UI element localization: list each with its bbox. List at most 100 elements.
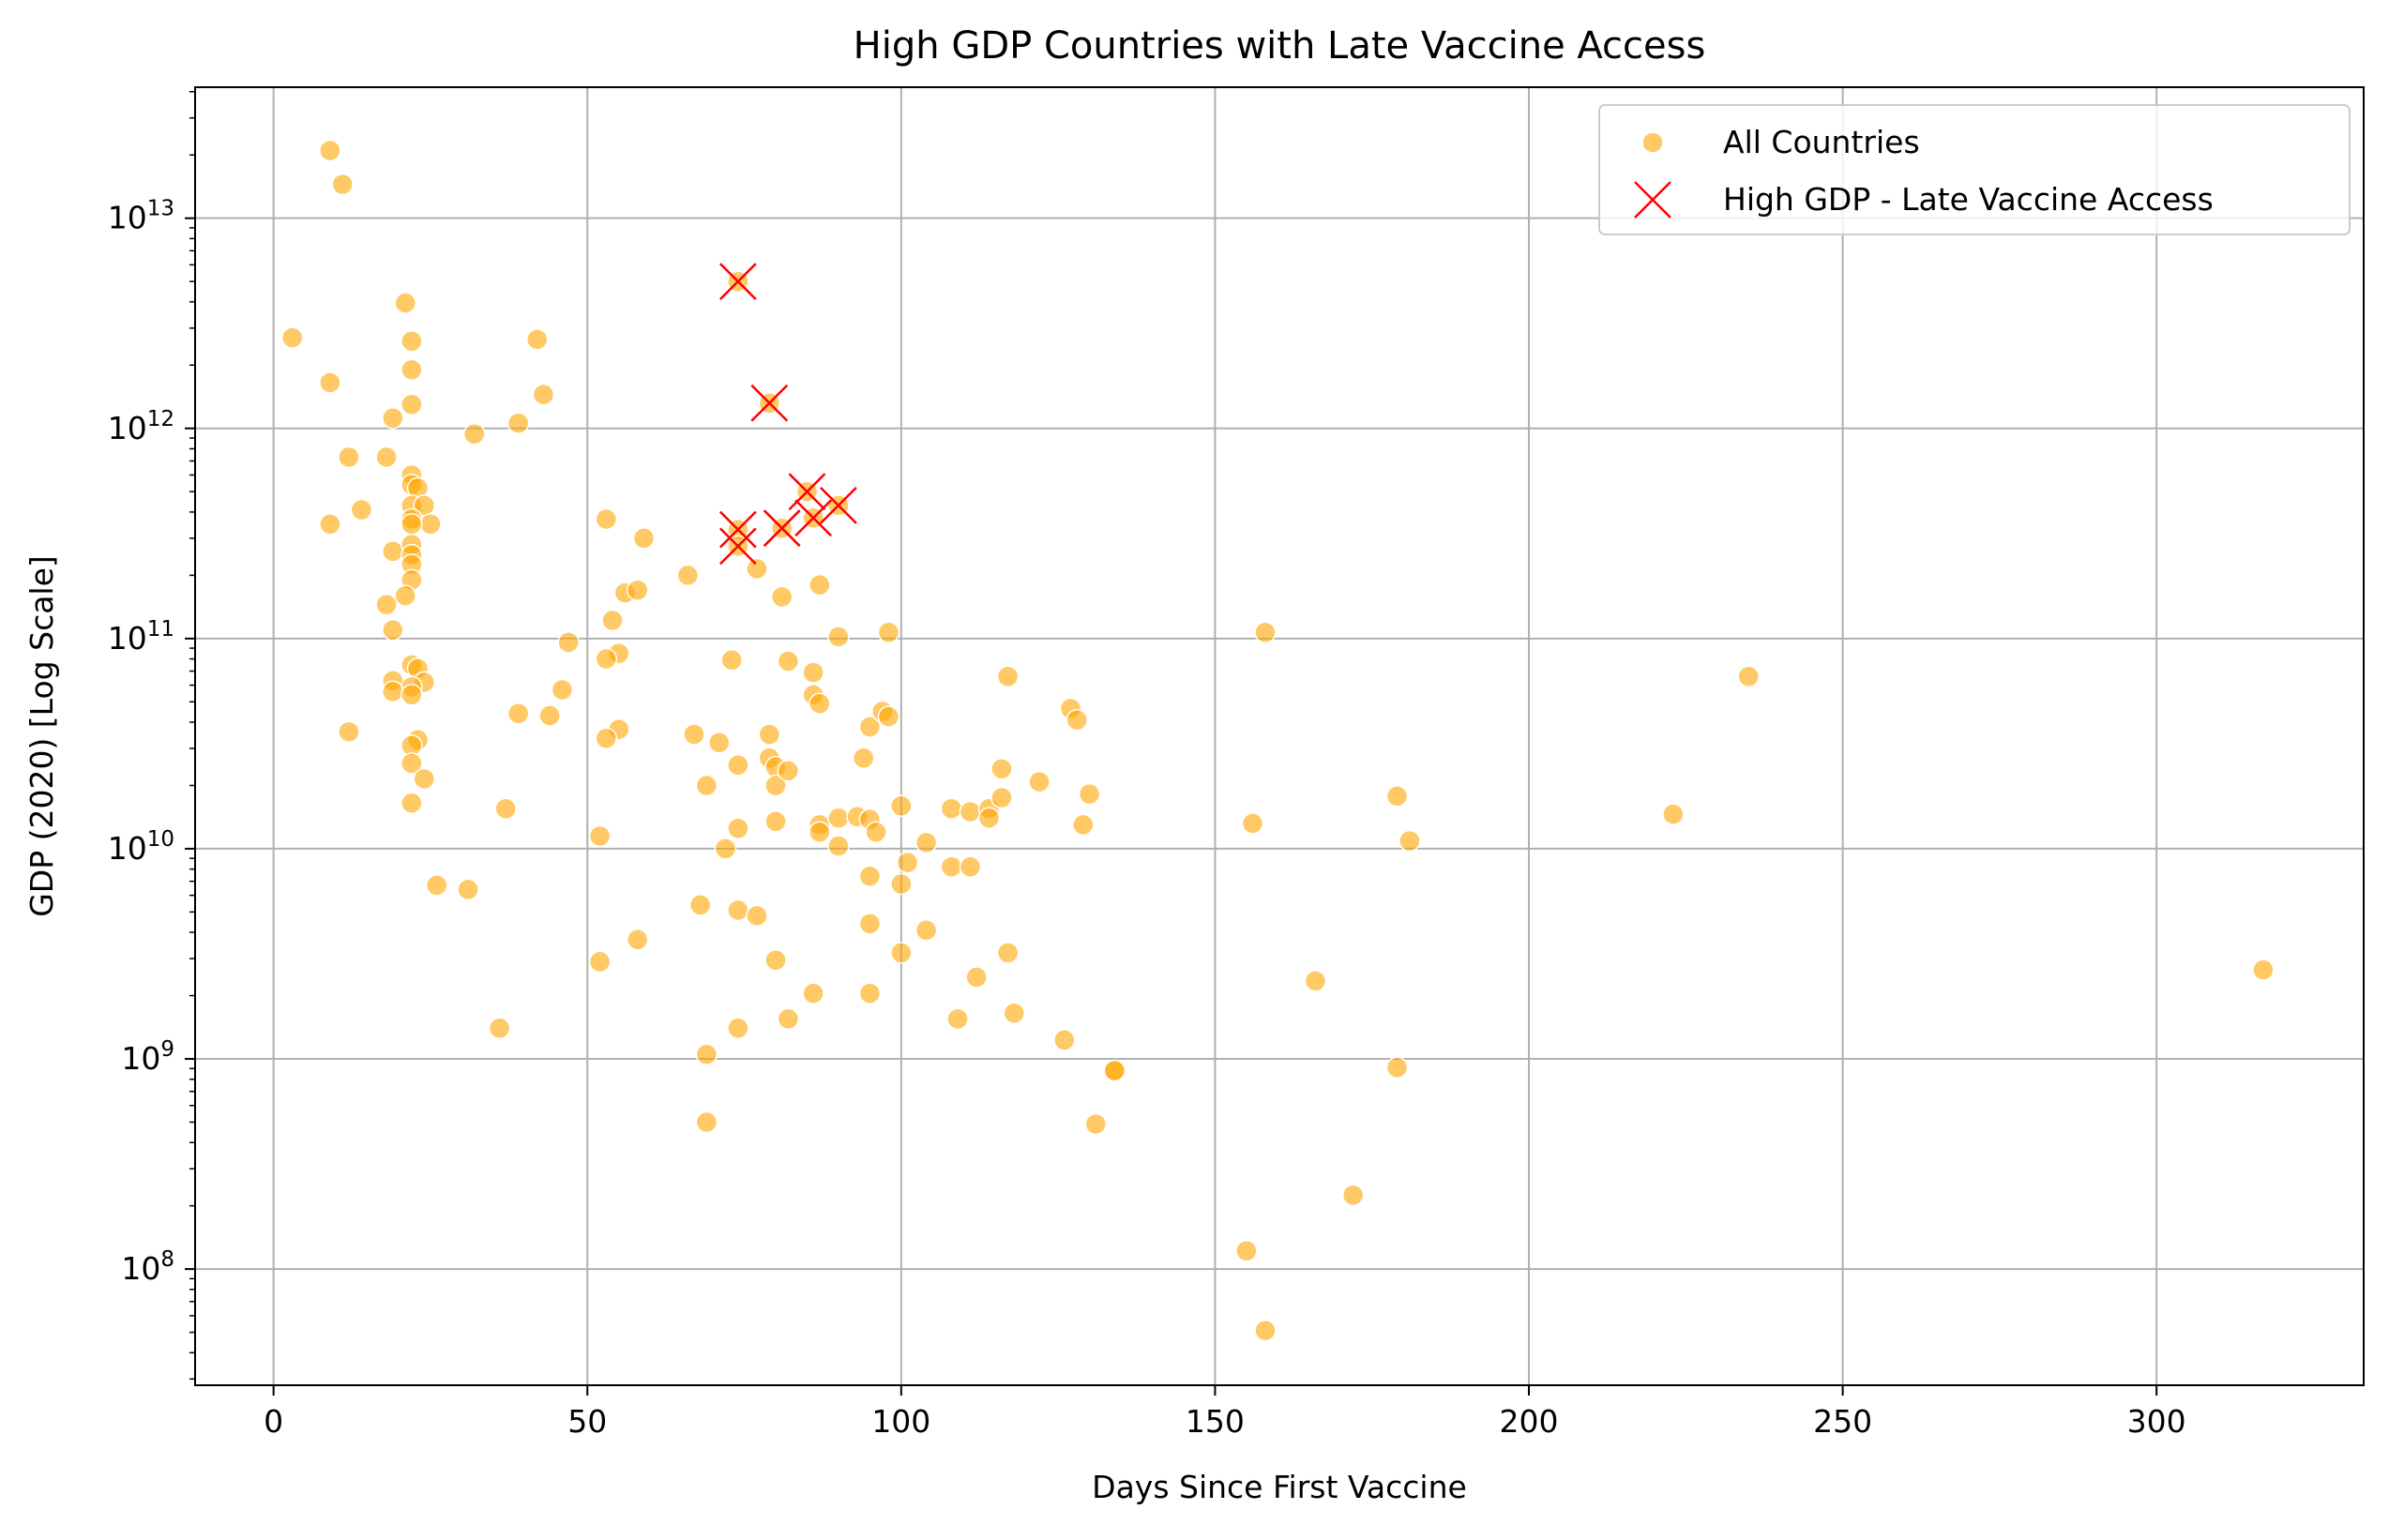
plot-frame	[194, 86, 2365, 1386]
data-point	[382, 618, 404, 642]
y-tick-label: 1013	[108, 197, 174, 236]
data-point	[338, 720, 360, 744]
data-point	[507, 412, 530, 434]
x-tick-label: 100	[871, 1403, 930, 1440]
data-point	[996, 942, 1020, 964]
data-point	[319, 513, 341, 536]
data-point	[551, 678, 574, 702]
data-point	[877, 705, 900, 728]
data-point	[940, 855, 963, 878]
data-point	[695, 1043, 718, 1066]
highlight-point	[794, 499, 833, 537]
data-point	[809, 692, 831, 716]
data-point	[727, 754, 749, 777]
highlight-point	[718, 510, 757, 549]
data-point	[532, 383, 555, 406]
y-tick-label: 108	[121, 1247, 174, 1287]
data-point	[401, 792, 423, 814]
data-point	[865, 821, 887, 843]
y-tick-label: 1012	[108, 407, 174, 446]
data-point	[401, 513, 423, 536]
data-point	[419, 513, 442, 536]
data-point	[1385, 1056, 1409, 1079]
data-point	[764, 809, 787, 833]
grid	[195, 87, 2364, 1385]
data-point	[401, 684, 423, 706]
data-point	[1003, 1002, 1026, 1025]
data-point	[746, 904, 768, 928]
data-point	[708, 731, 731, 754]
legend-marker-high-gdp	[1634, 181, 1671, 219]
y-tick-label: 109	[121, 1037, 174, 1077]
data-point	[996, 665, 1020, 688]
data-point	[764, 948, 787, 972]
data-point	[727, 817, 749, 839]
data-point	[990, 757, 1013, 780]
data-point	[401, 752, 423, 775]
highlight-point	[788, 473, 826, 511]
data-point	[595, 647, 618, 671]
data-point	[588, 950, 612, 974]
data-point	[959, 800, 982, 823]
data-point	[1241, 812, 1264, 835]
y-axis-label: GDP (2020) [Log Scale]	[23, 555, 60, 917]
highlight-point	[718, 527, 757, 566]
data-point	[394, 292, 416, 314]
data-point	[375, 593, 398, 616]
data-point	[1737, 665, 1760, 688]
data-point	[940, 797, 963, 821]
data-point	[1254, 1319, 1277, 1342]
x-axis-label: Days Since First Vaccine	[1092, 1469, 1467, 1505]
data-point	[1066, 708, 1088, 732]
data-point	[401, 330, 423, 353]
data-point	[588, 824, 612, 848]
data-point	[695, 774, 718, 797]
data-point	[457, 878, 479, 901]
data-point	[676, 564, 700, 587]
data-point	[770, 585, 794, 609]
y-tick-label: 1010	[108, 827, 174, 867]
data-point	[858, 982, 882, 1004]
data-point	[896, 851, 919, 874]
data-point	[764, 774, 787, 797]
x-tick-label: 150	[1186, 1403, 1245, 1440]
data-point	[890, 942, 913, 964]
data-point	[507, 702, 530, 725]
legend-label-all-countries: All Countries	[1723, 124, 1920, 160]
data-point	[632, 527, 656, 550]
data-point	[401, 393, 423, 415]
legend-x-marker	[1634, 181, 1671, 219]
data-point	[720, 649, 743, 672]
data-point	[714, 838, 737, 860]
data-point	[777, 760, 800, 782]
data-point	[382, 540, 404, 563]
x-tick-label: 250	[1813, 1403, 1872, 1440]
data-point	[319, 371, 341, 394]
data-point	[331, 173, 355, 196]
data-point	[595, 507, 618, 531]
data-point	[688, 894, 712, 916]
data-point	[601, 609, 624, 632]
data-point	[852, 747, 875, 770]
data-point	[802, 982, 824, 1004]
data-point	[280, 326, 304, 349]
data-point	[425, 874, 448, 897]
data-point	[827, 626, 850, 648]
data-point	[1028, 770, 1051, 793]
data-point	[946, 1007, 969, 1031]
data-point	[627, 928, 649, 951]
data-point	[877, 621, 900, 644]
x-tick-label: 200	[1499, 1403, 1558, 1440]
legend: All Countries High GDP - Late Vaccine Ac…	[1598, 104, 2351, 235]
data-point	[538, 704, 561, 727]
data-point	[401, 358, 423, 382]
data-point	[1341, 1184, 1365, 1206]
y-tick-label: 1011	[108, 617, 174, 657]
chart-title: High GDP Countries with Late Vaccine Acc…	[854, 24, 1706, 68]
data-point	[627, 579, 649, 601]
data-point	[1254, 621, 1277, 644]
data-point	[1072, 813, 1095, 837]
x-tick-label: 0	[264, 1403, 283, 1440]
